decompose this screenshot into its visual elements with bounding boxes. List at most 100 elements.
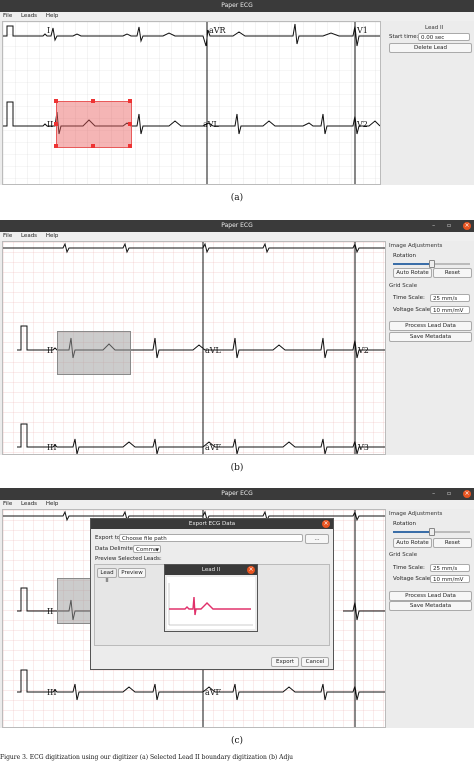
menu-leads[interactable]: Leads bbox=[20, 501, 38, 507]
lead-label: aVF bbox=[205, 443, 222, 452]
lead-label: II bbox=[47, 120, 54, 129]
menu-help[interactable]: Help bbox=[45, 233, 59, 239]
rotation-slider-handle[interactable] bbox=[429, 260, 435, 268]
selection-handle[interactable] bbox=[128, 122, 132, 126]
selection-handle[interactable] bbox=[54, 122, 58, 126]
save-metadata-button[interactable]: Save Metadata bbox=[389, 332, 472, 342]
menu-help[interactable]: Help bbox=[45, 13, 59, 19]
delimiter-label: Data Delimiter: bbox=[95, 546, 137, 552]
reset-button[interactable]: Reset bbox=[433, 538, 472, 548]
lead-selection-box[interactable] bbox=[56, 101, 132, 148]
window-titlebar: Paper ECG – ▫ × bbox=[0, 488, 474, 500]
delimiter-select[interactable]: Comma ▼ bbox=[133, 545, 161, 553]
lead-preview-plot bbox=[167, 577, 255, 629]
lead-label: V1 bbox=[357, 26, 368, 35]
caption-a: (a) bbox=[230, 193, 244, 203]
lead-label: V2 bbox=[358, 346, 369, 355]
ecg-canvas[interactable]: II aVL V2 III aVF V3 bbox=[2, 241, 386, 455]
close-icon[interactable]: × bbox=[322, 520, 330, 528]
lead-preview-window: Lead II × bbox=[164, 564, 258, 632]
screenshot-c: Paper ECG – ▫ × File Leads Help II III a… bbox=[0, 488, 474, 728]
preview-button[interactable]: Preview bbox=[118, 568, 146, 578]
selection-handle[interactable] bbox=[54, 99, 58, 103]
time-scale-field[interactable]: 25 mm/s bbox=[430, 564, 470, 572]
chevron-down-icon: ▼ bbox=[155, 547, 159, 552]
menu-leads[interactable]: Leads bbox=[20, 13, 38, 19]
browse-button[interactable]: ... bbox=[305, 534, 329, 544]
selection-handle[interactable] bbox=[54, 144, 58, 148]
menubar: File Leads Help bbox=[0, 12, 474, 21]
time-scale-field[interactable]: 25 mm/s bbox=[430, 294, 470, 302]
reset-button[interactable]: Reset bbox=[433, 268, 472, 278]
ecg-canvas[interactable]: I aVR V1 II aVL V2 bbox=[2, 21, 381, 185]
delete-lead-button[interactable]: Delete Lead bbox=[389, 43, 472, 53]
grid-scale-header: Grid Scale bbox=[389, 552, 418, 558]
window-title: Paper ECG bbox=[221, 2, 253, 9]
image-adjustments-header: Image Adjustments bbox=[389, 511, 443, 517]
voltage-scale-label: Voltage Scale: bbox=[393, 307, 433, 313]
selection-handle[interactable] bbox=[91, 99, 95, 103]
preview-selected-leads-label: Preview Selected Leads: bbox=[95, 556, 162, 562]
export-path-field[interactable]: Choose file path bbox=[119, 534, 303, 542]
menu-leads[interactable]: Leads bbox=[20, 233, 38, 239]
rotation-slider-handle[interactable] bbox=[429, 528, 435, 536]
window-controls: – ▫ × bbox=[432, 221, 471, 230]
caption-c: (c) bbox=[230, 736, 244, 746]
lead-label: aVF bbox=[205, 688, 222, 697]
selection-handle[interactable] bbox=[128, 99, 132, 103]
rotation-label: Rotation bbox=[393, 253, 417, 259]
lead-selection-box[interactable] bbox=[57, 331, 131, 375]
window-controls: – ▫ × bbox=[432, 489, 471, 498]
rotation-label: Rotation bbox=[393, 521, 417, 527]
lead-label: aVR bbox=[209, 26, 226, 35]
menu-file[interactable]: File bbox=[3, 501, 13, 507]
lead-label: V3 bbox=[358, 443, 369, 452]
menu-file[interactable]: File bbox=[3, 13, 13, 19]
export-to-label: Export to: bbox=[95, 535, 123, 541]
lead-tab[interactable]: Lead II bbox=[97, 568, 117, 584]
close-icon[interactable]: × bbox=[463, 489, 471, 498]
process-lead-data-button[interactable]: Process Lead Data bbox=[389, 591, 472, 601]
lead-label: I bbox=[47, 26, 51, 35]
window-title: Paper ECG bbox=[221, 490, 253, 497]
image-adjustments-header: Image Adjustments bbox=[389, 243, 443, 249]
lead-preview-titlebar: Lead II × bbox=[165, 565, 257, 575]
selection-handle[interactable] bbox=[128, 144, 132, 148]
export-dialog-titlebar: Export ECG Data × bbox=[91, 519, 333, 529]
grid-scale-header: Grid Scale bbox=[389, 283, 418, 289]
lead-label: III bbox=[47, 443, 57, 452]
process-lead-data-button[interactable]: Process Lead Data bbox=[389, 321, 472, 331]
lead-label: II bbox=[47, 607, 54, 616]
start-time-field[interactable]: 0.00 sec bbox=[418, 33, 470, 41]
window-titlebar: Paper ECG – ▫ × bbox=[0, 220, 474, 232]
cancel-button[interactable]: Cancel bbox=[301, 657, 329, 667]
auto-rotate-button[interactable]: Auto Rotate bbox=[393, 268, 432, 278]
figure-caption-text: Figure 3. ECG digitization using our dig… bbox=[0, 754, 294, 761]
menu-file[interactable]: File bbox=[3, 233, 13, 239]
close-icon[interactable]: × bbox=[247, 566, 255, 574]
menu-help[interactable]: Help bbox=[45, 501, 59, 507]
auto-rotate-button[interactable]: Auto Rotate bbox=[393, 538, 432, 548]
export-dialog-title: Export ECG Data bbox=[188, 521, 236, 527]
voltage-scale-field[interactable]: 10 mm/mV bbox=[430, 575, 470, 583]
lead-label: III bbox=[47, 688, 57, 697]
rotation-slider-fill bbox=[393, 263, 430, 265]
lead-label: aVL bbox=[205, 346, 221, 355]
caption-b: (b) bbox=[230, 463, 244, 473]
delimiter-select-value: Comma bbox=[136, 547, 158, 553]
export-button[interactable]: Export bbox=[271, 657, 299, 667]
lead-panel-header: Lead II bbox=[425, 25, 444, 31]
window-title: Paper ECG bbox=[221, 222, 253, 229]
selection-handle[interactable] bbox=[91, 144, 95, 148]
window-titlebar: Paper ECG bbox=[0, 0, 474, 12]
screenshot-b: Paper ECG – ▫ × File Leads Help II aVL V… bbox=[0, 220, 474, 455]
ecg-image bbox=[3, 22, 380, 184]
save-metadata-button[interactable]: Save Metadata bbox=[389, 601, 472, 611]
time-scale-label: Time Scale: bbox=[393, 295, 425, 301]
rotation-slider-fill bbox=[393, 531, 430, 533]
close-icon[interactable]: × bbox=[463, 221, 471, 230]
menubar: File Leads Help bbox=[0, 500, 474, 509]
voltage-scale-field[interactable]: 10 mm/mV bbox=[430, 306, 470, 314]
lead-label: V2 bbox=[357, 120, 368, 129]
voltage-scale-label: Voltage Scale: bbox=[393, 576, 433, 582]
